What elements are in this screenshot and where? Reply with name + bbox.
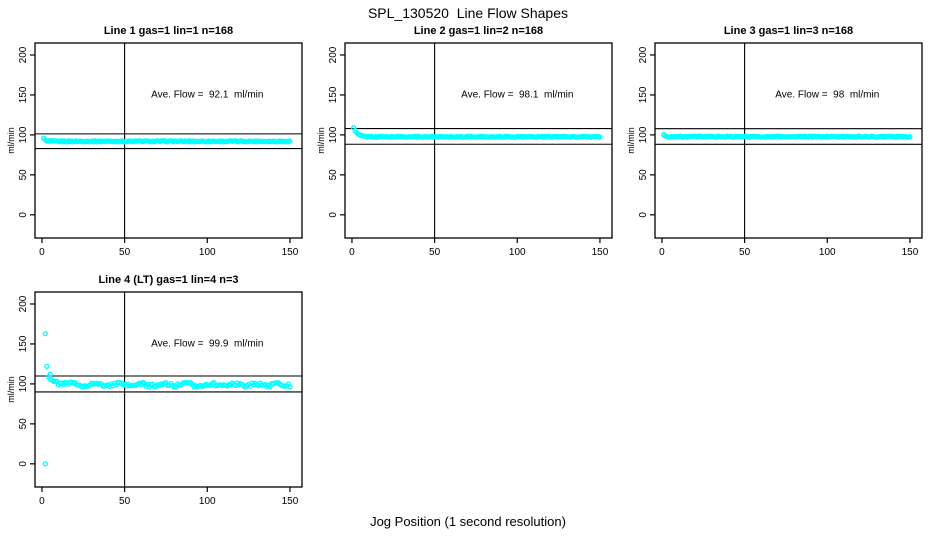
x-tick-label: 0 — [39, 496, 45, 507]
subplot-line3: Line 3 gas=1 lin=3 n=168 0 50 100 150 0 50 100… — [620, 18, 932, 268]
y-tick-label: 100 — [638, 126, 649, 143]
y-axis-label: ml/min — [6, 127, 16, 154]
subplot-line3-annotation: Ave. Flow = 98 ml/min — [775, 89, 880, 101]
y-tick-label: 100 — [328, 126, 339, 143]
x-tick-label: 150 — [902, 247, 919, 258]
subplot-line2-annotation: Ave. Flow = 98.1 ml/min — [461, 89, 574, 101]
y-tick-label: 150 — [18, 335, 29, 352]
y-tick-label: 200 — [328, 46, 339, 63]
y-tick-label: 150 — [328, 86, 339, 103]
x-tick-label: 50 — [119, 247, 131, 258]
data-point — [597, 134, 603, 140]
subplot-line3-title: Line 3 gas=1 lin=3 n=168 — [723, 25, 854, 37]
plot-box — [654, 42, 923, 239]
figure-title: SPL_130520 Line Flow Shapes — [367, 5, 569, 21]
data-point — [42, 461, 48, 467]
subplot-line4-title: Line 4 (LT) gas=1 lin=4 n=3 — [98, 274, 239, 286]
data-point — [44, 363, 50, 369]
y-axis-label: ml/min — [6, 376, 16, 403]
y-tick-label: 50 — [18, 169, 29, 181]
subplot-line4-plot-area: 0 50 100 150 0 50 100 150 200 ml/min — [6, 291, 303, 507]
y-tick-label: 50 — [328, 169, 339, 181]
x-tick-label: 100 — [819, 247, 836, 258]
subplot-line1-title: Line 1 gas=1 lin=1 n=168 — [103, 25, 234, 37]
figure-xaxis-label: Jog Position (1 second resolution) — [370, 514, 566, 529]
subplot-line2: Line 2 gas=1 lin=2 n=168 0 50 100 150 0 50 100… — [310, 18, 622, 268]
y-tick-label: 0 — [638, 212, 649, 218]
x-tick-label: 0 — [349, 247, 355, 258]
y-tick-label: 50 — [638, 169, 649, 181]
subplot-line4-annotation: Ave. Flow = 99.9 ml/min — [151, 338, 264, 350]
subplot-line4: Line 4 (LT) gas=1 lin=4 n=3 0 50 100 150 0 50… — [0, 267, 312, 517]
data-point — [47, 371, 53, 377]
x-tick-label: 0 — [659, 247, 665, 258]
plot-box — [34, 291, 303, 488]
x-tick-label: 100 — [199, 247, 216, 258]
data-point — [287, 384, 293, 390]
x-tick-label: 50 — [739, 247, 751, 258]
x-tick-label: 50 — [119, 496, 131, 507]
data-point — [42, 330, 48, 337]
x-tick-label: 150 — [282, 496, 299, 507]
y-tick-label: 150 — [638, 86, 649, 103]
subplot-line3-plot-area: 0 50 100 150 0 50 100 150 200 ml/min — [626, 42, 923, 258]
subplot-line1-annotation: Ave. Flow = 92.1 ml/min — [151, 89, 264, 101]
y-tick-label: 50 — [18, 418, 29, 430]
plot-box — [34, 42, 303, 239]
subplot-line1: Line 1 gas=1 lin=1 n=168 0 50 100 150 0 50 100… — [0, 18, 312, 268]
plot-box — [344, 42, 613, 239]
x-tick-label: 0 — [39, 247, 45, 258]
y-axis-label: ml/min — [626, 127, 636, 154]
y-axis-label: ml/min — [316, 127, 326, 154]
x-tick-label: 100 — [199, 496, 216, 507]
subplot-line2-title: Line 2 gas=1 lin=2 n=168 — [413, 25, 544, 37]
y-tick-label: 0 — [18, 461, 29, 467]
data-point — [907, 134, 913, 140]
y-tick-label: 200 — [18, 46, 29, 63]
y-tick-label: 100 — [18, 126, 29, 143]
y-tick-label: 0 — [328, 212, 339, 218]
subplot-line1-plot-area: 0 50 100 150 0 50 100 150 200 ml/min — [6, 42, 303, 258]
subplot-line2-plot-area: 0 50 100 150 0 50 100 150 200 ml/min — [316, 42, 613, 258]
y-tick-label: 0 — [18, 212, 29, 218]
x-tick-label: 150 — [282, 247, 299, 258]
x-tick-label: 50 — [429, 247, 441, 258]
y-tick-label: 200 — [18, 295, 29, 312]
data-point — [287, 138, 293, 144]
y-tick-label: 200 — [638, 46, 649, 63]
y-tick-label: 150 — [18, 86, 29, 103]
y-tick-label: 100 — [18, 375, 29, 392]
x-tick-label: 100 — [509, 247, 526, 258]
x-tick-label: 150 — [592, 247, 609, 258]
